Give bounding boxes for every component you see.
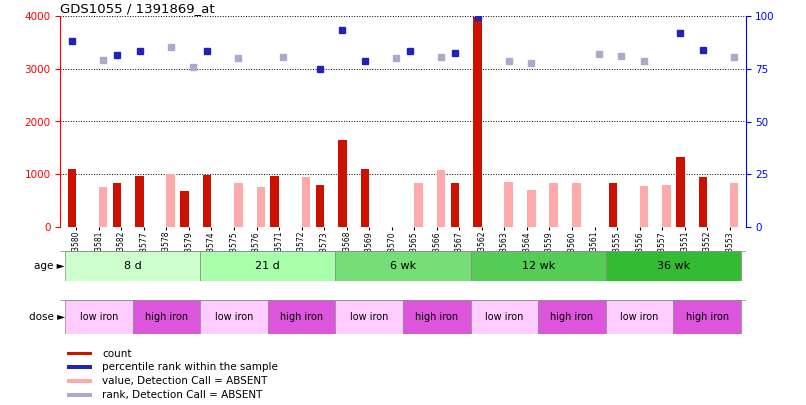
Bar [65,300,132,334]
Bar [132,300,200,334]
Bar [316,185,324,227]
Bar [360,169,369,227]
Text: 6 wk: 6 wk [390,261,416,271]
Bar [65,251,200,281]
Bar [68,352,92,356]
Bar [606,251,741,281]
Text: count: count [102,349,131,358]
Text: low iron: low iron [214,312,253,322]
Bar [203,175,211,227]
Bar [699,177,707,227]
Bar [473,17,482,227]
Text: high iron: high iron [145,312,188,322]
Bar [166,174,175,227]
Text: high iron: high iron [686,312,729,322]
Text: value, Detection Call = ABSENT: value, Detection Call = ABSENT [102,376,268,386]
Text: high iron: high iron [415,312,459,322]
Text: percentile rank within the sample: percentile rank within the sample [102,362,278,372]
Text: high iron: high iron [280,312,323,322]
Bar [505,182,513,227]
Text: 36 wk: 36 wk [657,261,690,271]
Text: low iron: low iron [621,312,659,322]
Bar [68,393,92,397]
Bar [234,183,243,227]
Bar [451,183,459,227]
Text: low iron: low iron [350,312,388,322]
Bar [335,300,403,334]
Bar [99,187,107,227]
Bar [437,171,446,227]
Bar [301,177,310,227]
Bar [572,183,580,227]
Text: high iron: high iron [550,312,593,322]
Bar [271,176,279,227]
Bar [729,183,738,227]
Bar [414,183,423,227]
Bar [338,140,347,227]
Bar [538,300,606,334]
Text: rank, Detection Call = ABSENT: rank, Detection Call = ABSENT [102,390,263,400]
Bar [674,300,741,334]
Bar [609,183,617,227]
Bar [256,187,265,227]
Bar [68,379,92,383]
Bar [403,300,471,334]
Text: low iron: low iron [485,312,524,322]
Bar [640,186,648,227]
Text: low iron: low iron [80,312,118,322]
Bar [181,191,189,227]
Bar [527,190,535,227]
Bar [471,251,606,281]
Bar [663,185,671,227]
Text: 12 wk: 12 wk [521,261,555,271]
Bar [268,300,335,334]
Bar [335,251,471,281]
Bar [113,183,121,227]
Bar [606,300,674,334]
Bar [676,157,685,227]
Bar [200,300,268,334]
Bar [68,169,77,227]
Bar [200,251,335,281]
Bar [135,176,143,227]
Bar [471,300,538,334]
Text: GDS1055 / 1391869_at: GDS1055 / 1391869_at [60,2,215,15]
Text: 8 d: 8 d [123,261,141,271]
Text: age ►: age ► [35,261,65,271]
Text: 21 d: 21 d [256,261,280,271]
Bar [550,183,558,227]
Text: dose ►: dose ► [29,312,65,322]
Bar [68,365,92,369]
